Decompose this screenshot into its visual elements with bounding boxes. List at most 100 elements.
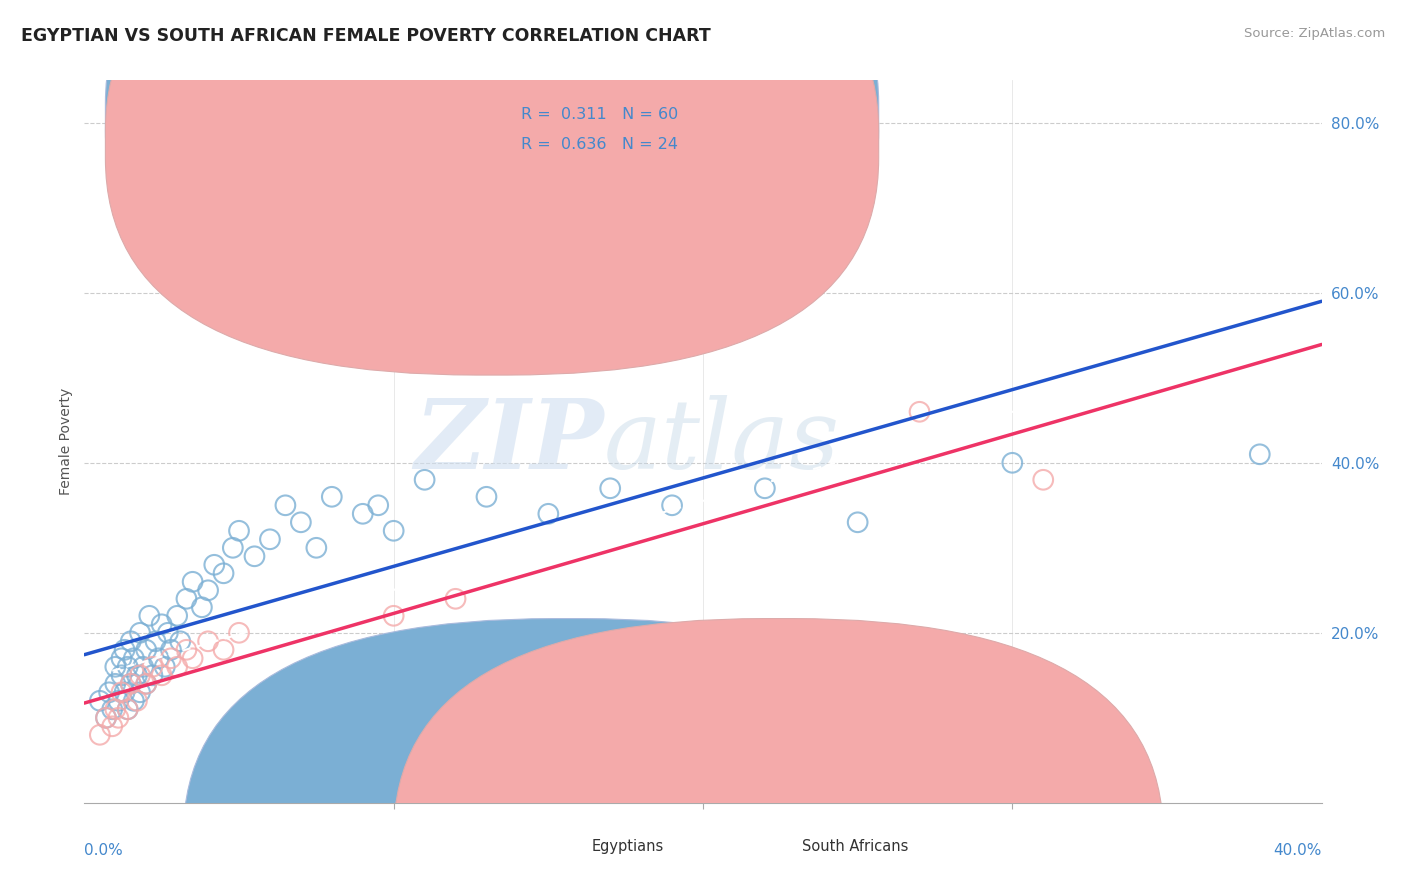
Point [135,677,157,691]
Text: Source: ZipAtlas.com: Source: ZipAtlas.com [1244,27,1385,40]
Point [274,498,297,512]
Point [148,651,170,665]
Point [222,541,245,555]
FancyBboxPatch shape [105,0,879,375]
Point [367,498,389,512]
Point [382,608,405,623]
Point [212,566,235,581]
Point [228,524,250,538]
Point [117,660,139,674]
Point [104,660,127,674]
Point [122,694,145,708]
Point [94,711,117,725]
Point [125,694,148,708]
Point [197,634,219,648]
Point [104,702,127,716]
Point [145,634,167,648]
Point [197,583,219,598]
Point [661,498,683,512]
Point [166,608,188,623]
Point [321,490,343,504]
Point [212,642,235,657]
Point [160,642,183,657]
Point [352,507,374,521]
Point [98,685,121,699]
Point [259,533,281,547]
Point [117,702,139,716]
Point [120,634,142,648]
Text: atlas: atlas [605,394,841,489]
Point [150,668,173,682]
Point [110,651,132,665]
Point [243,549,266,564]
Point [191,600,214,615]
Point [104,677,127,691]
Y-axis label: Female Poverty: Female Poverty [59,388,73,495]
Point [107,711,129,725]
Point [125,668,148,682]
Point [120,677,142,691]
Point [176,591,198,606]
Point [754,481,776,495]
Point [135,642,157,657]
Text: Egyptians: Egyptians [592,838,664,854]
Point [413,473,436,487]
Point [129,685,152,699]
Point [114,642,136,657]
Point [141,660,163,674]
Point [692,260,714,275]
Point [110,685,132,699]
Text: R =  0.636   N = 24: R = 0.636 N = 24 [522,137,678,152]
Point [120,677,142,691]
Point [1001,456,1024,470]
Point [156,625,179,640]
Point [107,694,129,708]
Point [89,694,111,708]
Point [150,617,173,632]
Point [94,711,117,725]
Point [181,651,204,665]
Point [305,541,328,555]
Text: EGYPTIAN VS SOUTH AFRICAN FEMALE POVERTY CORRELATION CHART: EGYPTIAN VS SOUTH AFRICAN FEMALE POVERTY… [21,27,711,45]
Point [132,660,155,674]
Point [537,507,560,521]
Point [129,625,152,640]
FancyBboxPatch shape [183,618,953,892]
Point [141,668,163,682]
Point [101,719,124,733]
Point [475,490,498,504]
FancyBboxPatch shape [456,80,814,170]
Point [908,405,931,419]
Point [135,677,157,691]
Point [160,651,183,665]
Point [228,625,250,640]
Point [599,481,621,495]
Point [114,685,136,699]
Point [181,574,204,589]
Point [138,608,160,623]
Point [89,728,111,742]
Text: 40.0%: 40.0% [1274,843,1322,857]
Point [176,642,198,657]
Point [290,516,312,530]
Text: 0.0%: 0.0% [84,843,124,857]
Point [117,702,139,716]
Point [444,591,467,606]
Point [101,702,124,716]
Text: R =  0.311   N = 60: R = 0.311 N = 60 [522,107,678,121]
Point [169,634,191,648]
Point [122,651,145,665]
Point [110,668,132,682]
Point [153,660,176,674]
Text: South Africans: South Africans [801,838,908,854]
Point [1032,473,1054,487]
Point [166,660,188,674]
FancyBboxPatch shape [394,618,1163,892]
Point [129,668,152,682]
Text: ZIP: ZIP [415,394,605,489]
Point [1249,447,1271,461]
FancyBboxPatch shape [105,0,879,348]
Point [202,558,225,572]
Point [382,524,405,538]
Point [846,516,869,530]
